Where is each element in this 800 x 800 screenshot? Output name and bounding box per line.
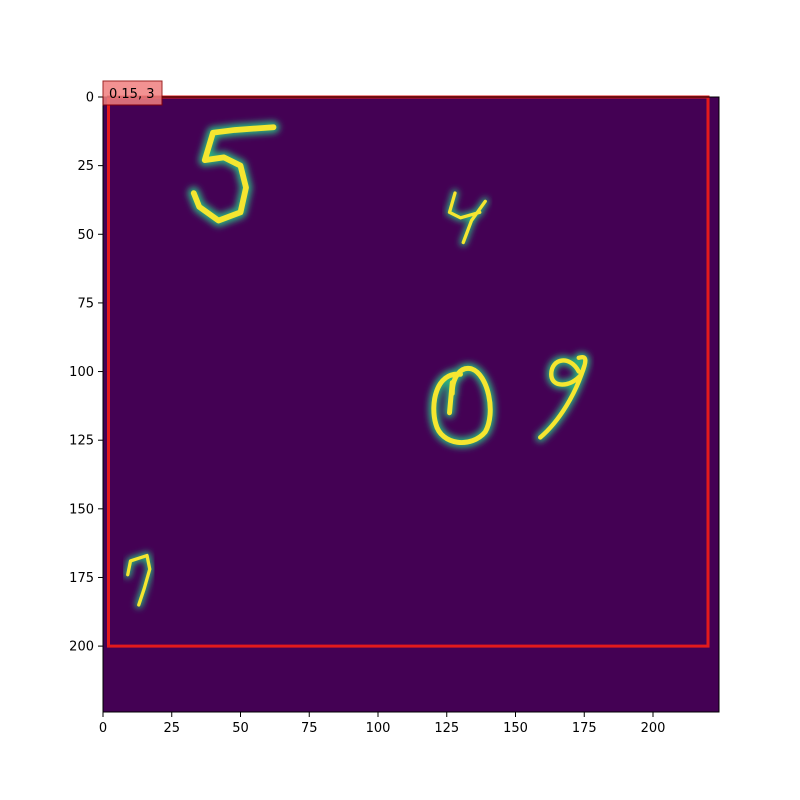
annotation-label-background xyxy=(102,80,163,106)
y-tick-label: 150 xyxy=(69,502,94,517)
digits-layer xyxy=(124,121,590,609)
x-tick-label: 50 xyxy=(232,721,249,736)
digit-4 xyxy=(445,189,489,247)
x-tick-label: 175 xyxy=(572,721,597,736)
image-background xyxy=(103,97,719,712)
x-tick-label: 75 xyxy=(301,721,318,736)
y-tick-label: 175 xyxy=(69,571,94,586)
digit-9 xyxy=(535,352,590,443)
axes-frame xyxy=(102,96,720,713)
digit-5 xyxy=(187,121,280,227)
x-tick-label: 100 xyxy=(366,721,391,736)
x-tick-label: 25 xyxy=(163,721,180,736)
x-axis: 0 25 50 75 100 125 150 175 200 xyxy=(99,712,666,736)
x-tick-label: 150 xyxy=(503,721,528,736)
y-tick-label: 75 xyxy=(77,296,94,311)
y-tick-label: 200 xyxy=(69,640,94,655)
y-tick-label: 100 xyxy=(69,365,94,380)
digit-0 xyxy=(428,363,496,448)
x-tick-label: 200 xyxy=(641,721,666,736)
y-axis: 0 25 50 75 100 125 150 175 200 xyxy=(69,91,103,655)
y-tick-label: 125 xyxy=(69,434,94,449)
annotation-label: 0.15, 3 xyxy=(109,87,154,102)
y-tick-label: 50 xyxy=(77,228,94,243)
y-tick-label: 0 xyxy=(86,91,94,106)
digit-7 xyxy=(124,551,154,609)
x-tick-label: 0 xyxy=(99,721,107,736)
x-tick-label: 125 xyxy=(434,721,459,736)
y-tick-label: 25 xyxy=(77,159,94,174)
